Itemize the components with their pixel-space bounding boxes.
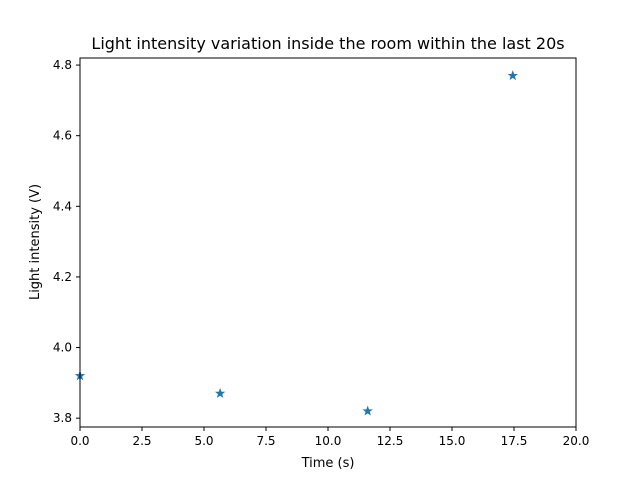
x-tick-label: 20.0 [563,434,590,448]
x-axis-label: Time (s) [301,456,355,471]
data-point-2 [214,387,226,398]
x-tick-label: 0.0 [70,434,89,448]
x-tick-label: 17.5 [501,434,528,448]
x-tick-label: 2.5 [132,434,151,448]
x-tick-label: 5.0 [194,434,213,448]
y-tick-label: 4.2 [53,270,72,284]
y-tick-label: 3.8 [53,411,72,425]
y-tick-label: 4.4 [53,199,72,213]
y-tick-label: 4.6 [53,129,72,143]
plot-frame [79,57,577,428]
y-tick-label: 4.0 [53,341,72,355]
data-point-4 [507,70,518,81]
y-axis-label: Light intensity (V) [28,184,43,300]
chart-title: Light intensity variation inside the roo… [91,34,564,53]
y-tick-label: 4.8 [53,58,72,72]
x-tick-label: 15.0 [439,434,466,448]
data-points [74,70,518,416]
x-tick-label: 12.5 [377,434,404,448]
data-point-3 [362,405,373,416]
x-tick-label: 10.0 [315,434,342,448]
x-tick-label: 7.5 [256,434,275,448]
axis-ticks: 0.0 2.5 5.0 7.5 10.0 12.5 15.0 17.5 20.0 3.8 4.0 4.… [53,58,589,448]
